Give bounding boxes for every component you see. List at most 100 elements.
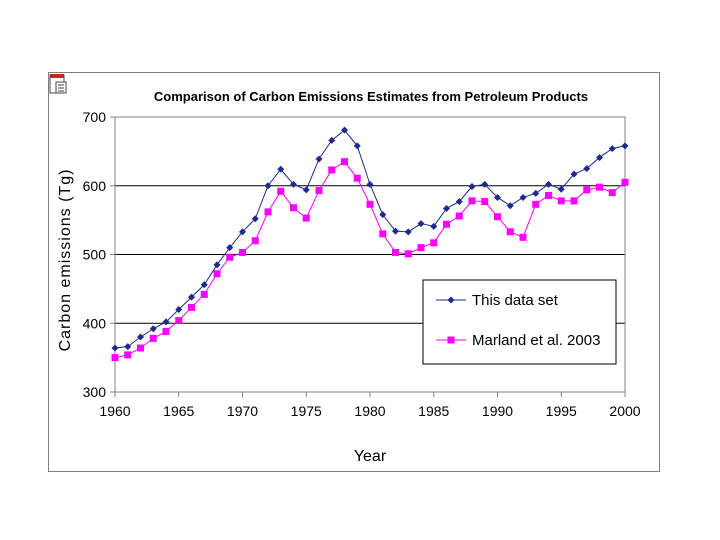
data-point — [545, 191, 552, 199]
legend-marker — [447, 296, 455, 304]
data-point — [596, 154, 603, 162]
data-point — [455, 212, 463, 220]
data-point — [379, 211, 387, 219]
data-point — [341, 126, 348, 134]
data-point — [519, 233, 527, 241]
data-point — [468, 182, 476, 190]
data-point — [239, 248, 246, 256]
data-point — [162, 328, 170, 335]
data-point — [200, 290, 208, 298]
data-point — [315, 187, 323, 195]
data-point — [570, 197, 578, 205]
data-point — [175, 306, 183, 313]
y-tick-label: 300 — [83, 384, 107, 400]
data-point — [353, 142, 361, 150]
data-point — [353, 174, 361, 182]
data-point — [379, 230, 387, 238]
data-point — [239, 228, 246, 236]
data-point — [443, 220, 450, 228]
data-point — [392, 248, 399, 256]
data-point — [494, 193, 501, 201]
data-point — [443, 204, 450, 212]
data-point — [392, 227, 399, 235]
y-tick-label: 600 — [83, 178, 107, 194]
data-point — [468, 197, 476, 205]
data-point — [494, 213, 501, 221]
data-point — [111, 344, 119, 352]
data-point — [290, 204, 297, 212]
x-tick-label: 1995 — [546, 403, 577, 419]
data-point — [213, 270, 221, 278]
data-point — [608, 189, 616, 197]
data-point — [188, 303, 195, 311]
x-tick-label: 1990 — [482, 403, 513, 419]
document-icon — [49, 73, 69, 95]
data-point — [366, 200, 374, 208]
data-point — [315, 155, 323, 163]
series-marland — [111, 158, 629, 362]
data-point — [430, 239, 438, 247]
series-group — [111, 126, 629, 362]
y-axis-label: Carbon emissions (Tg) — [57, 169, 74, 352]
legend: This data set Marland et al. 2003 — [422, 279, 617, 365]
data-point — [226, 253, 234, 261]
data-point — [506, 228, 514, 236]
data-point — [519, 193, 527, 201]
data-point — [608, 145, 616, 153]
data-point — [226, 244, 234, 252]
data-point — [188, 293, 195, 301]
data-point — [264, 208, 272, 216]
data-point — [583, 165, 591, 173]
data-point — [532, 200, 540, 208]
x-axis-label: Year — [354, 448, 387, 465]
data-point — [481, 180, 489, 188]
data-point — [251, 215, 259, 223]
data-point — [366, 180, 374, 188]
data-point — [302, 214, 310, 222]
data-point — [200, 281, 208, 289]
data-point — [532, 189, 540, 197]
x-tick-label: 2000 — [609, 403, 640, 419]
data-point — [570, 170, 578, 178]
data-point — [277, 187, 285, 195]
data-point — [277, 165, 285, 173]
y-tick-label: 400 — [83, 315, 107, 331]
data-point — [124, 343, 132, 351]
data-point — [557, 185, 565, 193]
data-point — [149, 334, 157, 342]
data-point — [417, 220, 425, 228]
data-point — [149, 325, 157, 333]
data-point — [545, 180, 552, 188]
data-point — [583, 186, 591, 194]
y-axis-ticks: 300 400 500 600 700 — [83, 109, 115, 400]
data-point — [111, 354, 119, 362]
x-tick-label: 1965 — [163, 403, 194, 419]
x-tick-label: 1975 — [291, 403, 322, 419]
data-point — [506, 202, 514, 210]
data-point — [290, 180, 297, 188]
data-point — [455, 198, 463, 206]
data-point — [404, 228, 412, 236]
data-point — [328, 136, 336, 144]
x-tick-label: 1960 — [99, 403, 130, 419]
data-point — [124, 351, 132, 359]
data-point — [430, 222, 438, 230]
data-point — [404, 250, 412, 258]
legend-marker — [447, 336, 455, 344]
data-point — [341, 158, 348, 166]
data-point — [596, 183, 603, 191]
x-tick-label: 1980 — [354, 403, 385, 419]
series-this-data-set — [111, 126, 629, 352]
legend-box — [422, 279, 617, 365]
data-point — [162, 318, 170, 326]
data-point — [213, 261, 221, 269]
data-point — [621, 142, 629, 150]
data-point — [328, 166, 336, 174]
legend-label: This data set — [472, 292, 559, 309]
data-point — [481, 198, 489, 206]
data-point — [264, 182, 272, 190]
data-point — [137, 333, 144, 341]
data-point — [175, 317, 183, 324]
y-tick-label: 700 — [83, 109, 107, 125]
